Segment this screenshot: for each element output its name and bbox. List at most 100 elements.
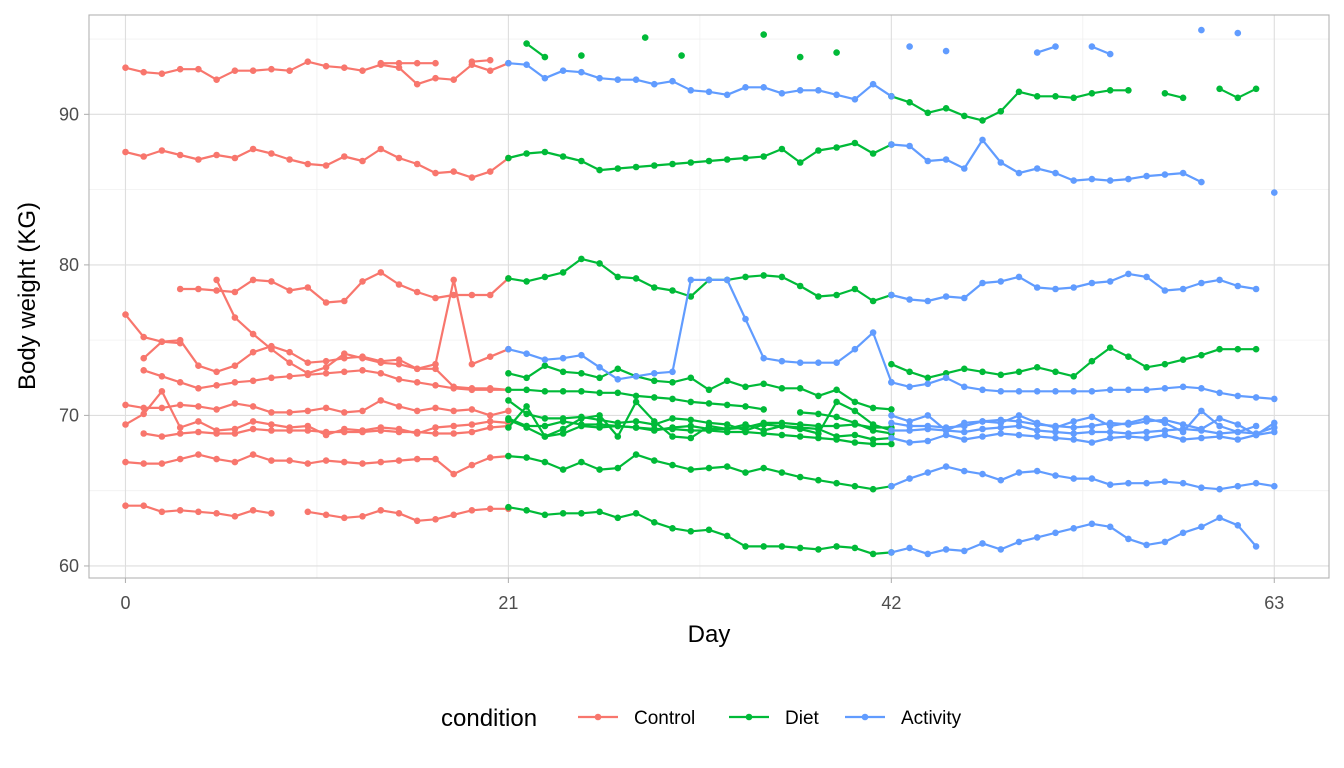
data-point <box>669 461 676 469</box>
data-point <box>541 148 549 156</box>
data-point <box>1216 85 1223 93</box>
data-point <box>1198 484 1205 492</box>
data-point <box>1052 169 1059 177</box>
data-point <box>468 406 476 413</box>
data-point <box>578 68 585 76</box>
data-point <box>1070 388 1077 395</box>
data-point <box>140 430 147 437</box>
data-point <box>1125 175 1132 183</box>
data-point <box>432 59 439 67</box>
data-point <box>1234 392 1242 400</box>
data-point <box>268 409 275 416</box>
data-point <box>961 547 968 555</box>
data-point <box>268 457 275 464</box>
data-point <box>796 421 804 428</box>
data-point <box>851 398 859 406</box>
data-point <box>614 376 622 383</box>
data-point <box>578 421 585 428</box>
data-point <box>523 403 530 410</box>
data-point <box>559 418 567 425</box>
data-point <box>1143 364 1150 371</box>
data-point <box>1088 388 1096 395</box>
data-point <box>1088 520 1096 528</box>
data-point <box>997 108 1005 115</box>
data-point <box>122 64 129 71</box>
data-point <box>1234 345 1242 353</box>
data-point <box>596 389 603 397</box>
data-point <box>1271 428 1278 436</box>
data-point <box>1143 479 1150 487</box>
data-point <box>924 437 932 445</box>
data-point <box>413 288 421 296</box>
data-point <box>1033 49 1041 56</box>
data-point <box>851 439 859 446</box>
data-point <box>286 287 293 294</box>
data-point <box>742 543 749 550</box>
data-point <box>742 315 749 323</box>
series-control <box>468 56 494 65</box>
series-line <box>508 62 893 101</box>
data-point <box>1198 407 1205 415</box>
data-point <box>906 43 913 50</box>
data-point <box>942 431 950 439</box>
data-point <box>450 291 458 299</box>
data-point <box>632 163 640 171</box>
legend-title: condition <box>441 705 537 732</box>
data-point <box>851 431 859 439</box>
data-point <box>1271 189 1278 196</box>
data-point <box>523 507 530 514</box>
data-point <box>705 157 713 165</box>
series-control <box>122 145 512 181</box>
data-point <box>413 407 421 415</box>
data-point <box>1179 169 1187 177</box>
data-point <box>614 365 622 373</box>
data-point <box>614 514 622 522</box>
data-point <box>122 502 129 510</box>
data-point <box>1015 412 1023 419</box>
x-tick-label: 42 <box>881 593 901 613</box>
data-point <box>122 421 129 428</box>
data-point <box>1179 436 1187 443</box>
data-point <box>1106 428 1114 436</box>
data-point <box>158 147 166 154</box>
series-activity <box>505 276 895 386</box>
series-line <box>508 278 893 383</box>
series-activity <box>888 270 1260 305</box>
data-point <box>651 425 658 433</box>
data-point <box>486 386 494 394</box>
data-point <box>851 345 859 353</box>
data-point <box>377 59 385 67</box>
data-point <box>1216 345 1223 353</box>
data-point <box>961 467 968 475</box>
data-point <box>596 412 603 419</box>
series-line <box>507 399 892 441</box>
data-point <box>833 413 840 421</box>
series-line <box>508 364 892 411</box>
series-line <box>125 399 509 417</box>
data-point <box>505 275 512 282</box>
data-point <box>942 546 950 553</box>
data-point <box>1216 514 1223 522</box>
data-point <box>176 339 184 347</box>
series-line <box>891 430 1275 444</box>
data-point <box>1015 422 1023 430</box>
data-point <box>687 427 695 434</box>
data-point <box>1125 353 1132 361</box>
data-point <box>432 424 439 431</box>
data-point <box>304 427 312 434</box>
data-point <box>1234 428 1242 436</box>
data-point <box>851 139 859 147</box>
data-point <box>778 469 786 476</box>
data-point <box>304 160 312 168</box>
data-point <box>195 451 202 458</box>
data-point <box>687 87 695 94</box>
data-point <box>705 386 713 394</box>
series-line <box>890 465 1275 491</box>
data-point <box>231 362 239 370</box>
data-point <box>906 418 913 425</box>
data-point <box>651 162 658 169</box>
data-point <box>1271 419 1278 427</box>
data-point <box>322 357 330 365</box>
data-point <box>1179 285 1187 293</box>
